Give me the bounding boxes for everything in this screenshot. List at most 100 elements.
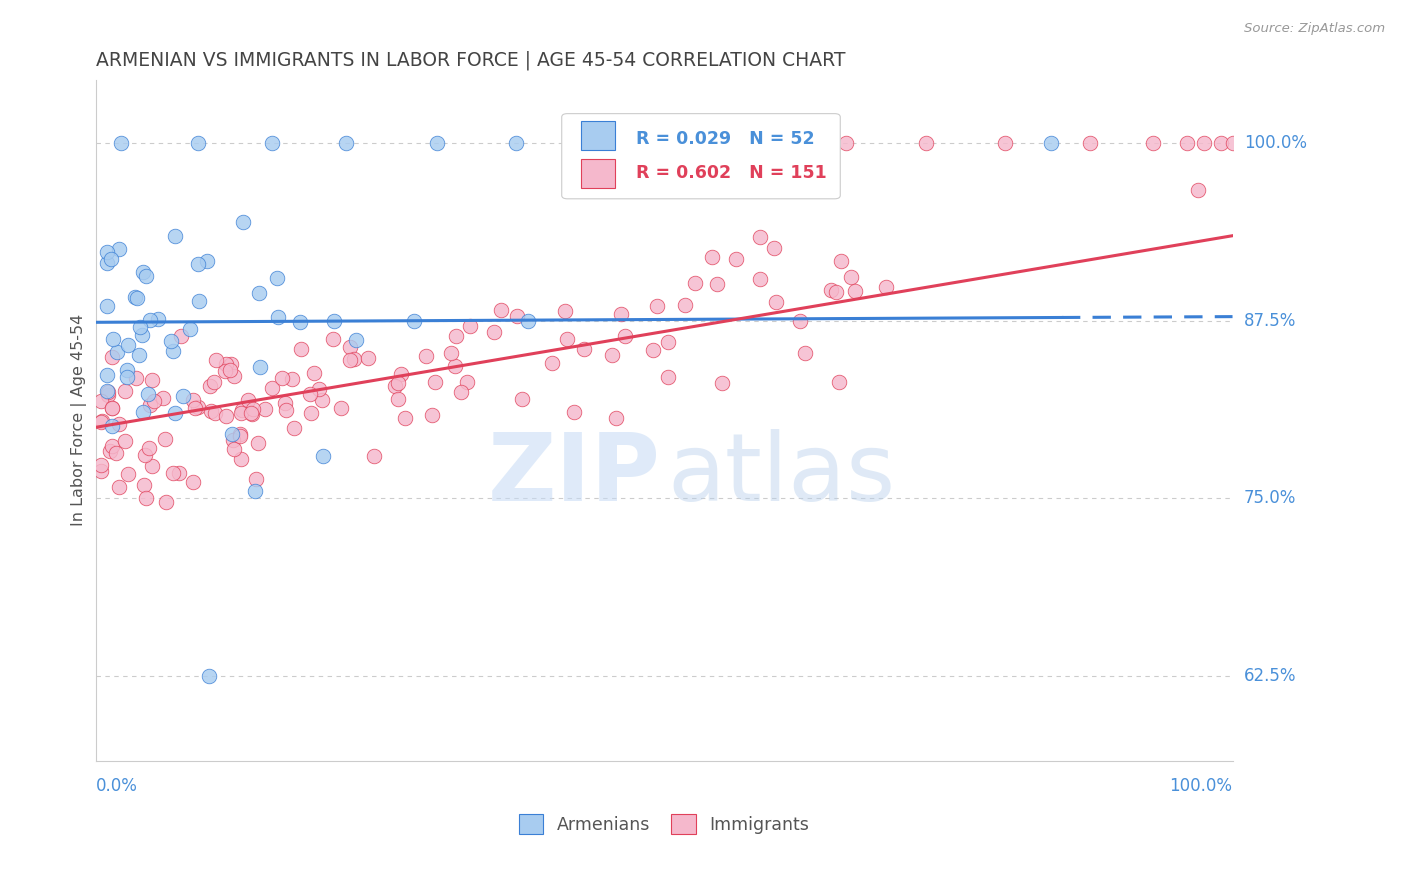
Point [146,311,169,326]
Y-axis label: In Labor Force | Age 45-54: In Labor Force | Age 45-54 [72,314,87,526]
Point [280,372,302,386]
Point [243,484,266,499]
Point [266,271,288,285]
Point [793,346,815,360]
Point [125,371,148,385]
Point [187,294,209,309]
Point [115,369,138,384]
Point [425,376,447,390]
Point [384,378,406,392]
Point [605,411,627,425]
Text: 100.0%: 100.0% [1244,135,1306,153]
Point [240,408,263,422]
Point [231,402,253,417]
Point [172,389,194,403]
Point [323,314,346,328]
Point [138,441,160,455]
Point [274,402,297,417]
Text: 87.5%: 87.5% [1244,312,1296,330]
Point [357,351,380,365]
Point [90,394,112,409]
Point [267,310,290,324]
Point [994,136,1017,151]
Point [214,357,236,371]
Point [229,429,252,443]
Point [179,322,201,336]
Point [165,228,187,243]
Point [100,252,122,266]
Point [260,136,283,151]
Point [450,385,472,400]
Point [104,446,127,460]
Point [246,435,269,450]
Point [96,244,118,259]
Point [114,384,136,398]
Point [101,401,124,415]
Point [229,427,252,442]
Point [302,367,325,381]
Point [344,333,367,347]
Text: 0.0%: 0.0% [96,778,138,796]
Point [136,387,159,401]
Point [254,402,277,417]
Point [132,404,155,418]
FancyBboxPatch shape [562,113,841,199]
Point [555,332,578,346]
Point [1142,136,1164,151]
Point [101,401,124,415]
Point [394,411,416,425]
Point [763,241,786,255]
Legend: Armenians, Immigrants: Armenians, Immigrants [512,807,817,841]
Point [107,242,129,256]
Point [229,452,252,467]
Point [657,370,679,384]
Point [311,392,333,407]
Point [415,349,437,363]
Point [444,359,467,373]
Point [114,434,136,449]
Text: ARMENIAN VS IMMIGRANTS IN LABOR FORCE | AGE 45-54 CORRELATION CHART: ARMENIAN VS IMMIGRANTS IN LABOR FORCE | … [96,51,845,70]
Point [827,376,849,390]
Point [506,309,529,323]
Point [914,136,936,151]
Point [749,229,772,244]
Text: ZIP: ZIP [488,429,661,521]
Point [214,364,236,378]
Point [510,392,533,406]
Point [117,467,139,481]
Point [322,332,344,346]
Point [128,349,150,363]
Point [139,312,162,326]
Point [820,283,842,297]
Point [200,378,222,392]
Point [236,393,259,408]
Point [1192,136,1215,151]
Point [183,475,205,490]
Point [240,406,263,420]
Point [110,136,132,151]
Point [107,480,129,494]
Point [274,396,297,410]
Point [131,328,153,343]
Point [249,359,271,374]
Point [183,393,205,408]
Point [1222,136,1244,151]
Point [242,402,264,417]
Point [673,298,696,312]
Point [117,338,139,352]
Point [160,334,183,348]
Point [765,295,787,310]
Point [96,299,118,313]
Point [489,302,512,317]
Point [308,382,330,396]
Point [299,406,322,420]
Point [706,277,728,291]
Point [875,279,897,293]
Point [554,304,576,318]
Point [387,376,409,391]
Point [219,357,242,371]
Point [135,269,157,284]
Point [96,256,118,270]
Point [426,136,449,151]
Point [101,438,124,452]
